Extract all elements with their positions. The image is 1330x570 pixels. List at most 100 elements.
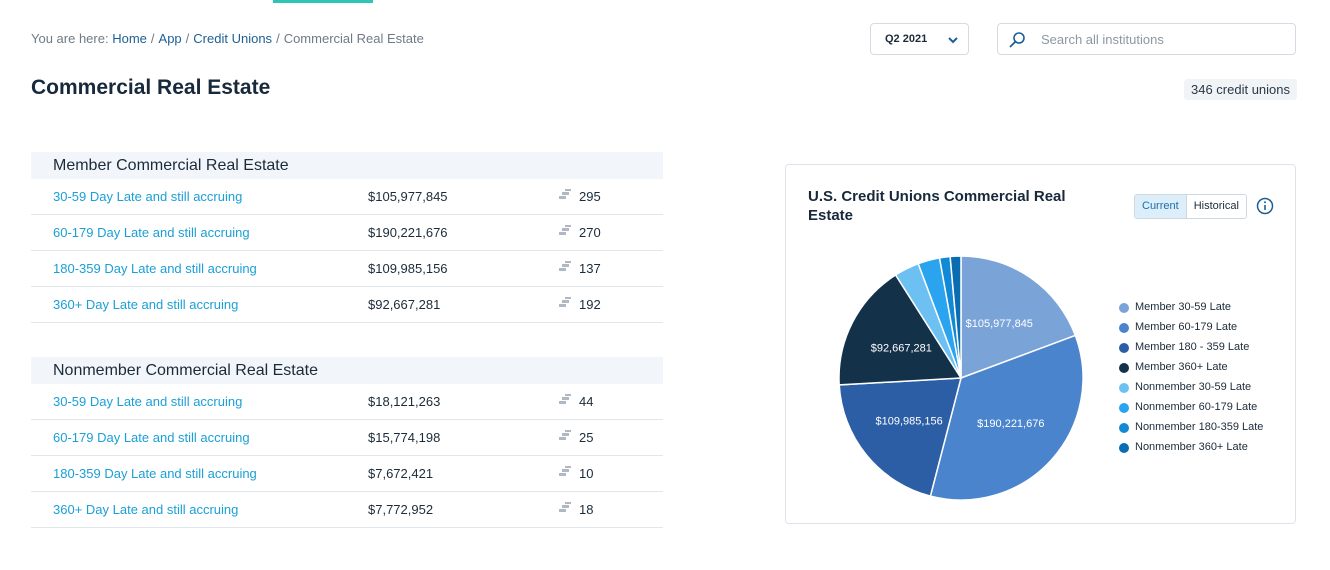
institutions-icon xyxy=(559,225,571,235)
table-row: 360+ Day Late and still accruing $92,667… xyxy=(31,287,663,323)
breadcrumb-current: Commercial Real Estate xyxy=(283,31,424,46)
table-row: 30-59 Day Late and still accruing $18,12… xyxy=(31,384,663,420)
chevron-down-icon xyxy=(948,37,958,44)
pie-data-label-3: $92,667,281 xyxy=(871,342,932,354)
legend-dot xyxy=(1119,323,1129,333)
row-label-link[interactable]: 60-179 Day Late and still accruing xyxy=(53,430,250,445)
legend-dot xyxy=(1119,443,1129,453)
row-count: 192 xyxy=(579,297,601,312)
pie-slice-0[interactable] xyxy=(960,255,1077,380)
legend-dot xyxy=(1119,343,1129,353)
toggle-historical-button[interactable]: Historical xyxy=(1186,195,1246,218)
pie-chart: $105,977,845 $190,221,676 $109,985,156 $92,… xyxy=(838,255,1084,501)
pie-slice-1[interactable] xyxy=(929,334,1084,501)
legend-dot xyxy=(1119,403,1129,413)
legend-label: Nonmember 360+ Late xyxy=(1135,441,1248,453)
pie-slice-7[interactable] xyxy=(949,255,962,379)
legend-item[interactable]: Nonmember 60-179 Late xyxy=(1119,400,1263,420)
legend-label: Member 30-59 Late xyxy=(1135,301,1231,313)
row-count: 270 xyxy=(579,225,601,240)
toggle-current-button[interactable]: Current xyxy=(1135,195,1187,218)
quarter-select[interactable]: Q2 2021 xyxy=(870,23,969,55)
row-label-link[interactable]: 180-359 Day Late and still accruing xyxy=(53,261,257,276)
legend-dot xyxy=(1119,303,1129,313)
search-icon xyxy=(1009,32,1025,48)
legend-item[interactable]: Member 60-179 Late xyxy=(1119,320,1263,340)
row-amount: $92,667,281 xyxy=(368,297,441,312)
breadcrumb: You are here: Home / App / Credit Unions / Com… xyxy=(31,31,424,46)
institutions-icon xyxy=(559,466,571,476)
row-label-link[interactable]: 60-179 Day Late and still accruing xyxy=(53,225,250,240)
count-badge: 346 credit unions xyxy=(1184,79,1298,100)
page-title: Commercial Real Estate xyxy=(31,76,271,99)
row-amount: $109,985,156 xyxy=(368,261,448,276)
row-label-link[interactable]: 360+ Day Late and still accruing xyxy=(53,297,239,312)
nonmember-section-title: Nonmember Commercial Real Estate xyxy=(31,357,663,384)
view-toggle: Current Historical xyxy=(1134,194,1247,219)
row-amount: $7,672,421 xyxy=(368,466,434,481)
institutions-icon xyxy=(559,502,571,512)
legend-label: Nonmember 30-59 Late xyxy=(1135,381,1252,393)
pie-data-label-0: $105,977,845 xyxy=(966,318,1033,330)
info-icon[interactable] xyxy=(1256,197,1274,215)
row-count: 137 xyxy=(579,261,601,276)
search-box[interactable] xyxy=(997,23,1296,55)
legend-item[interactable]: Nonmember 180-359 Late xyxy=(1119,420,1263,440)
pie-data-label-1: $190,221,676 xyxy=(977,418,1044,430)
chart-legend: Member 30-59 Late Member 60-179 Late Membe… xyxy=(1119,300,1263,460)
table-row: 60-179 Day Late and still accruing $190,… xyxy=(31,215,663,251)
table-row: 60-179 Day Late and still accruing $15,7… xyxy=(31,420,663,456)
breadcrumb-link-app[interactable]: App xyxy=(158,31,182,46)
legend-item[interactable]: Nonmember 30-59 Late xyxy=(1119,380,1263,400)
legend-label: Nonmember 60-179 Late xyxy=(1135,401,1258,413)
legend-dot xyxy=(1119,383,1129,393)
legend-item[interactable]: Member 30-59 Late xyxy=(1119,300,1263,320)
row-count: 18 xyxy=(579,502,594,517)
top-nav-active-indicator xyxy=(273,0,373,3)
row-count: 44 xyxy=(579,394,594,409)
table-row: 180-359 Day Late and still accruing $7,6… xyxy=(31,456,663,492)
table-row: 360+ Day Late and still accruing $7,772,… xyxy=(31,492,663,528)
legend-label: Member 180 - 359 Late xyxy=(1135,341,1250,353)
legend-label: Member 60-179 Late xyxy=(1135,321,1238,333)
legend-dot xyxy=(1119,423,1129,433)
institutions-icon xyxy=(559,261,571,271)
legend-label: Member 360+ Late xyxy=(1135,361,1228,373)
breadcrumb-link-credit-unions[interactable]: Credit Unions xyxy=(193,31,273,46)
pie-slice-2[interactable] xyxy=(838,377,962,498)
member-section-title: Member Commercial Real Estate xyxy=(31,152,663,179)
table-row: 30-59 Day Late and still accruing $105,9… xyxy=(31,179,663,215)
search-input[interactable] xyxy=(1041,31,1281,47)
legend-item[interactable]: Member 180 - 359 Late xyxy=(1119,340,1263,360)
pie-slice-3[interactable] xyxy=(838,273,963,386)
row-amount: $105,977,845 xyxy=(368,189,448,204)
chart-card: U.S. Credit Unions Commercial Real Estat… xyxy=(785,164,1296,524)
chart-title: U.S. Credit Unions Commercial Real Estat… xyxy=(808,188,1066,224)
quarter-select-value: Q2 2021 xyxy=(885,33,928,45)
row-amount: $15,774,198 xyxy=(368,430,441,445)
legend-label: Nonmember 180-359 Late xyxy=(1135,421,1264,433)
institutions-icon xyxy=(559,189,571,199)
legend-item[interactable]: Nonmember 360+ Late xyxy=(1119,440,1263,460)
row-count: 295 xyxy=(579,189,601,204)
institutions-icon xyxy=(559,297,571,307)
row-amount: $7,772,952 xyxy=(368,502,434,517)
row-label-link[interactable]: 30-59 Day Late and still accruing xyxy=(53,394,243,409)
table-row: 180-359 Day Late and still accruing $109… xyxy=(31,251,663,287)
legend-item[interactable]: Member 360+ Late xyxy=(1119,360,1263,380)
row-label-link[interactable]: 30-59 Day Late and still accruing xyxy=(53,189,243,204)
row-label-link[interactable]: 360+ Day Late and still accruing xyxy=(53,502,239,517)
legend-dot xyxy=(1119,363,1129,373)
row-label-link[interactable]: 180-359 Day Late and still accruing xyxy=(53,466,257,481)
row-amount: $190,221,676 xyxy=(368,225,448,240)
breadcrumb-prefix: You are here: xyxy=(31,31,109,46)
institutions-icon xyxy=(559,394,571,404)
row-count: 25 xyxy=(579,430,594,445)
row-count: 10 xyxy=(579,466,594,481)
pie-data-label-2: $109,985,156 xyxy=(875,416,942,428)
row-amount: $18,121,263 xyxy=(368,394,441,409)
breadcrumb-link-home[interactable]: Home xyxy=(112,31,147,46)
member-section: Member Commercial Real Estate 30-59 Day … xyxy=(31,152,663,323)
institutions-icon xyxy=(559,430,571,440)
nonmember-section: Nonmember Commercial Real Estate 30-59 D… xyxy=(31,357,663,528)
